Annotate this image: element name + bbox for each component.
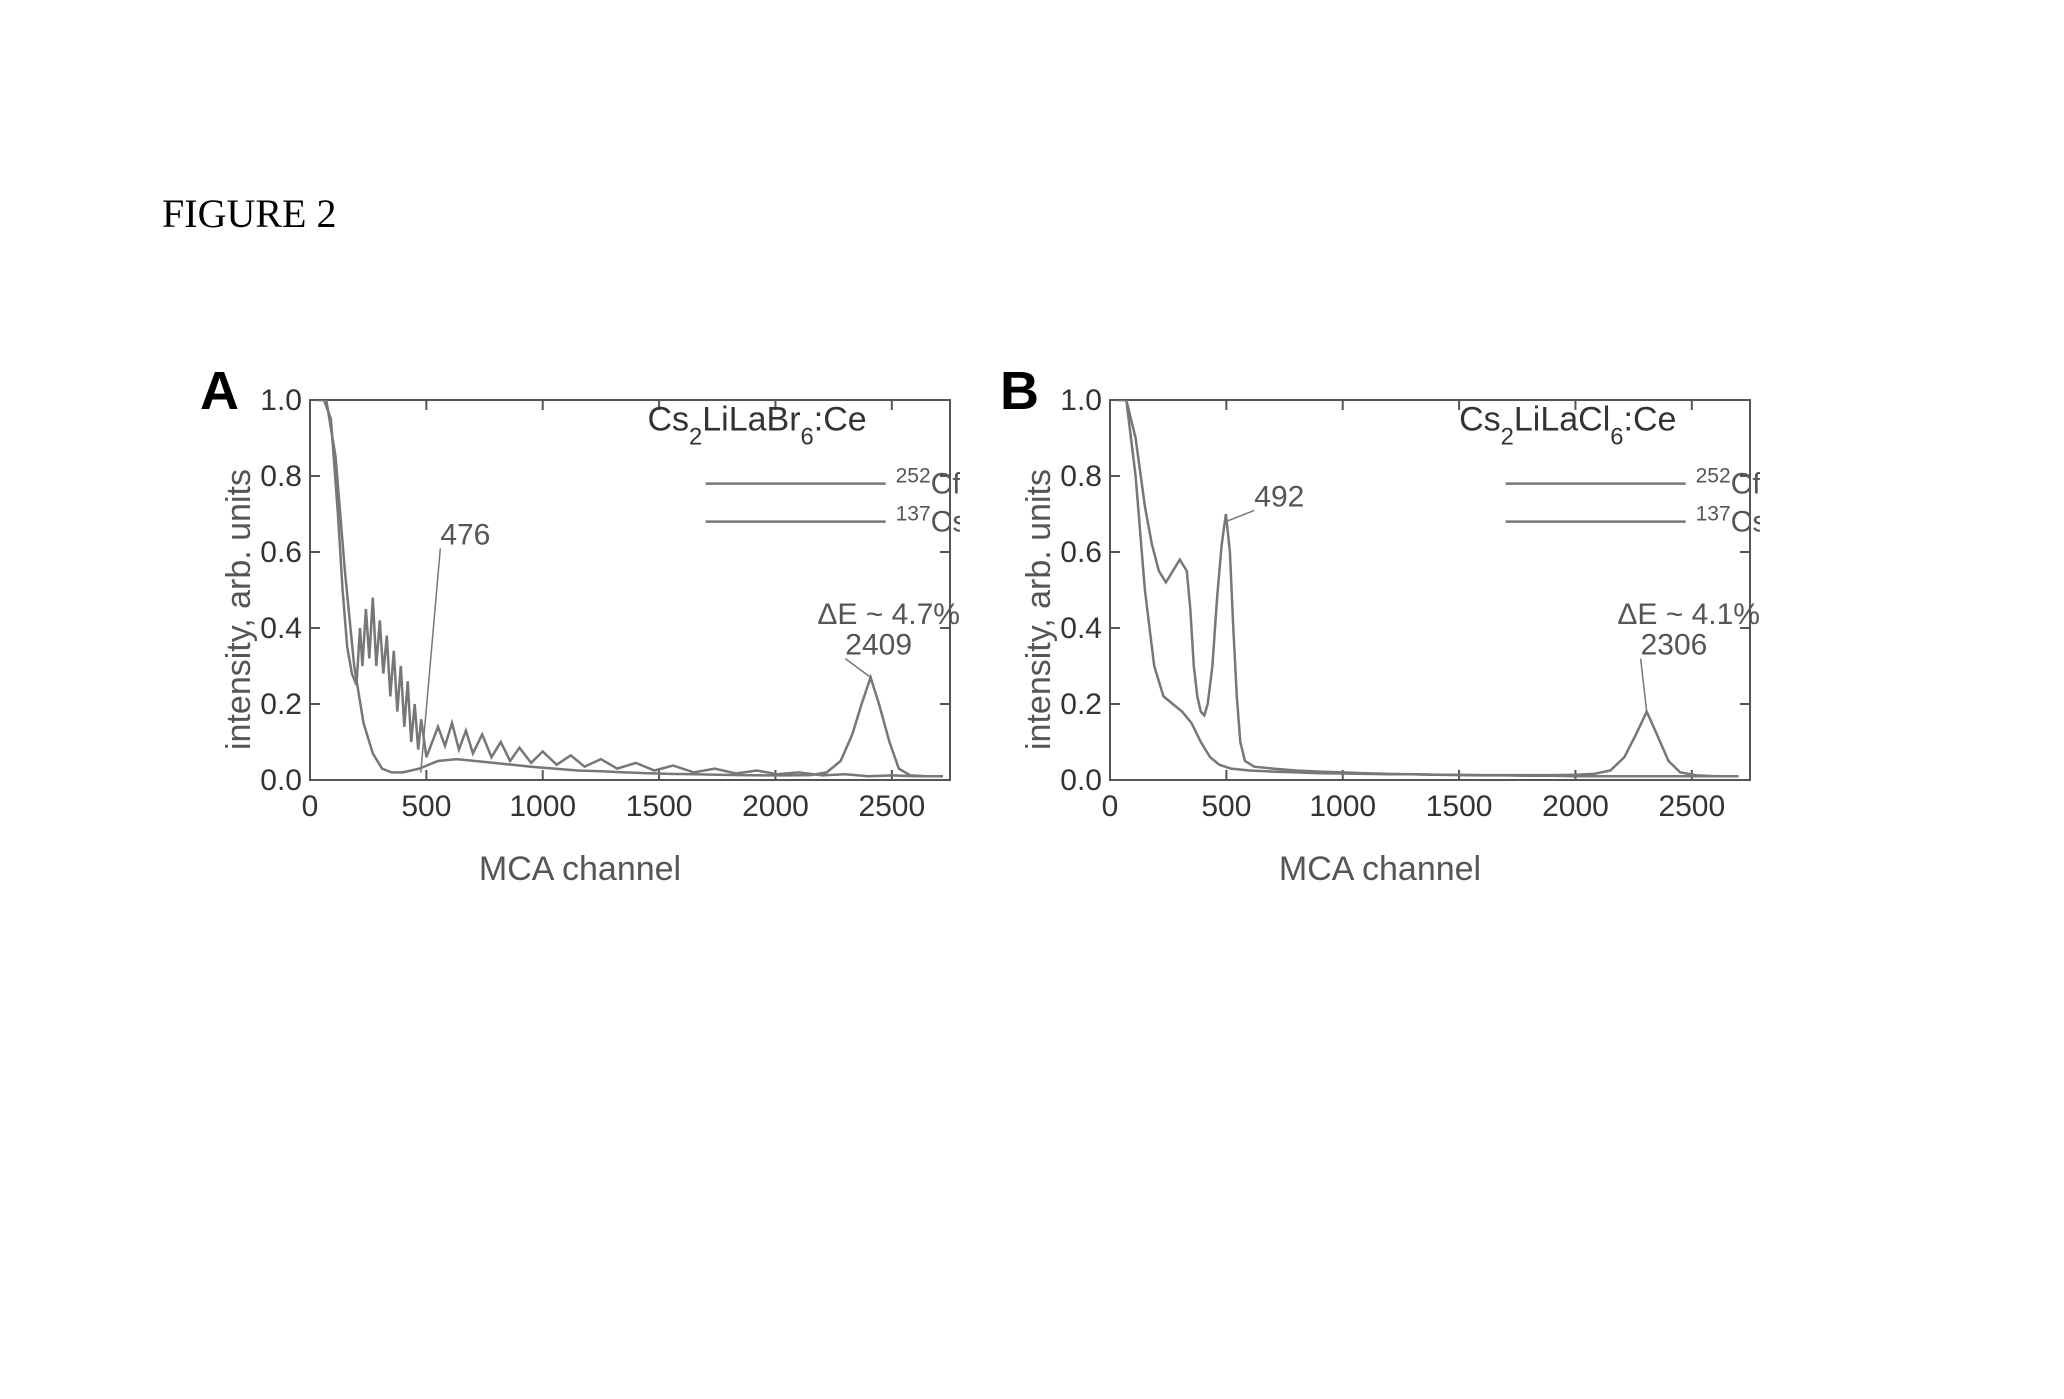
y-tick-label: 0.6 — [1060, 536, 1102, 569]
annotation-text: 492 — [1254, 480, 1304, 513]
panel-A: Aintensity, arb. unitsMCA channel0500100… — [200, 370, 960, 940]
x-tick-label: 0 — [302, 790, 319, 823]
y-tick-label: 0.2 — [1060, 688, 1102, 721]
y-tick-label: 0.0 — [260, 764, 302, 797]
annotation-leader — [1641, 659, 1647, 712]
x-tick-label: 2500 — [858, 790, 925, 823]
y-tick-label: 0.4 — [1060, 612, 1102, 645]
x-tick-label: 500 — [401, 790, 451, 823]
x-tick-label: 2000 — [1542, 790, 1609, 823]
plot-svg: 0 500 1000 1500 2000 2500 0.0 0.2 0.4 0.6 0.8 1.0 Cs… — [200, 370, 960, 870]
y-tick-label: 1.0 — [1060, 384, 1102, 417]
y-tick-label: 0.8 — [260, 460, 302, 493]
series-137Cs — [1117, 400, 1738, 776]
legend-label: 137Cs — [896, 502, 960, 538]
y-tick-label: 0.0 — [1060, 764, 1102, 797]
x-tick-label: 1500 — [1426, 790, 1493, 823]
x-tick-label: 0 — [1102, 790, 1119, 823]
legend-label: 252Cf — [1696, 464, 1760, 501]
annotation-text: 476 — [440, 518, 490, 551]
x-tick-label: 1000 — [1309, 790, 1376, 823]
y-tick-label: 0.6 — [260, 536, 302, 569]
x-tick-label: 2500 — [1658, 790, 1725, 823]
x-tick-label: 1000 — [509, 790, 576, 823]
plot-svg: 0 500 1000 1500 2000 2500 0.0 0.2 0.4 0.6 0.8 1.0 Cs… — [1000, 370, 1760, 870]
x-tick-label: 1500 — [626, 790, 693, 823]
panel-B: Bintensity, arb. unitsMCA channel0500100… — [1000, 370, 1760, 940]
legend-label: 137Cs — [1696, 502, 1760, 538]
annotation-text: ΔE ~ 4.7% — [817, 598, 960, 631]
annotation-text: ΔE ~ 4.1% — [1617, 598, 1760, 631]
plot-frame — [310, 400, 950, 780]
annotation-text: 2409 — [845, 629, 912, 662]
x-tick-label: 2000 — [742, 790, 809, 823]
legend-label: 252Cf — [896, 464, 960, 501]
figure-title: FIGURE 2 — [162, 190, 336, 237]
panels-row: Aintensity, arb. unitsMCA channel0500100… — [200, 370, 1760, 940]
x-tick-label: 500 — [1201, 790, 1251, 823]
page: FIGURE 2 Aintensity, arb. unitsMCA chann… — [0, 0, 2064, 1399]
series-252Cf — [317, 400, 938, 776]
annotation-text: 2306 — [1641, 629, 1708, 662]
y-tick-label: 0.4 — [260, 612, 302, 645]
series-252Cf — [1117, 400, 1738, 776]
chem-title: Cs2LiLaCl6:Ce — [1459, 400, 1676, 450]
plot-frame — [1110, 400, 1750, 780]
chem-title: Cs2LiLaBr6:Ce — [647, 400, 866, 450]
y-tick-label: 0.8 — [1060, 460, 1102, 493]
y-tick-label: 0.2 — [260, 688, 302, 721]
annotation-leader — [1226, 510, 1254, 521]
y-tick-label: 1.0 — [260, 384, 302, 417]
annotation-leader — [421, 548, 441, 772]
